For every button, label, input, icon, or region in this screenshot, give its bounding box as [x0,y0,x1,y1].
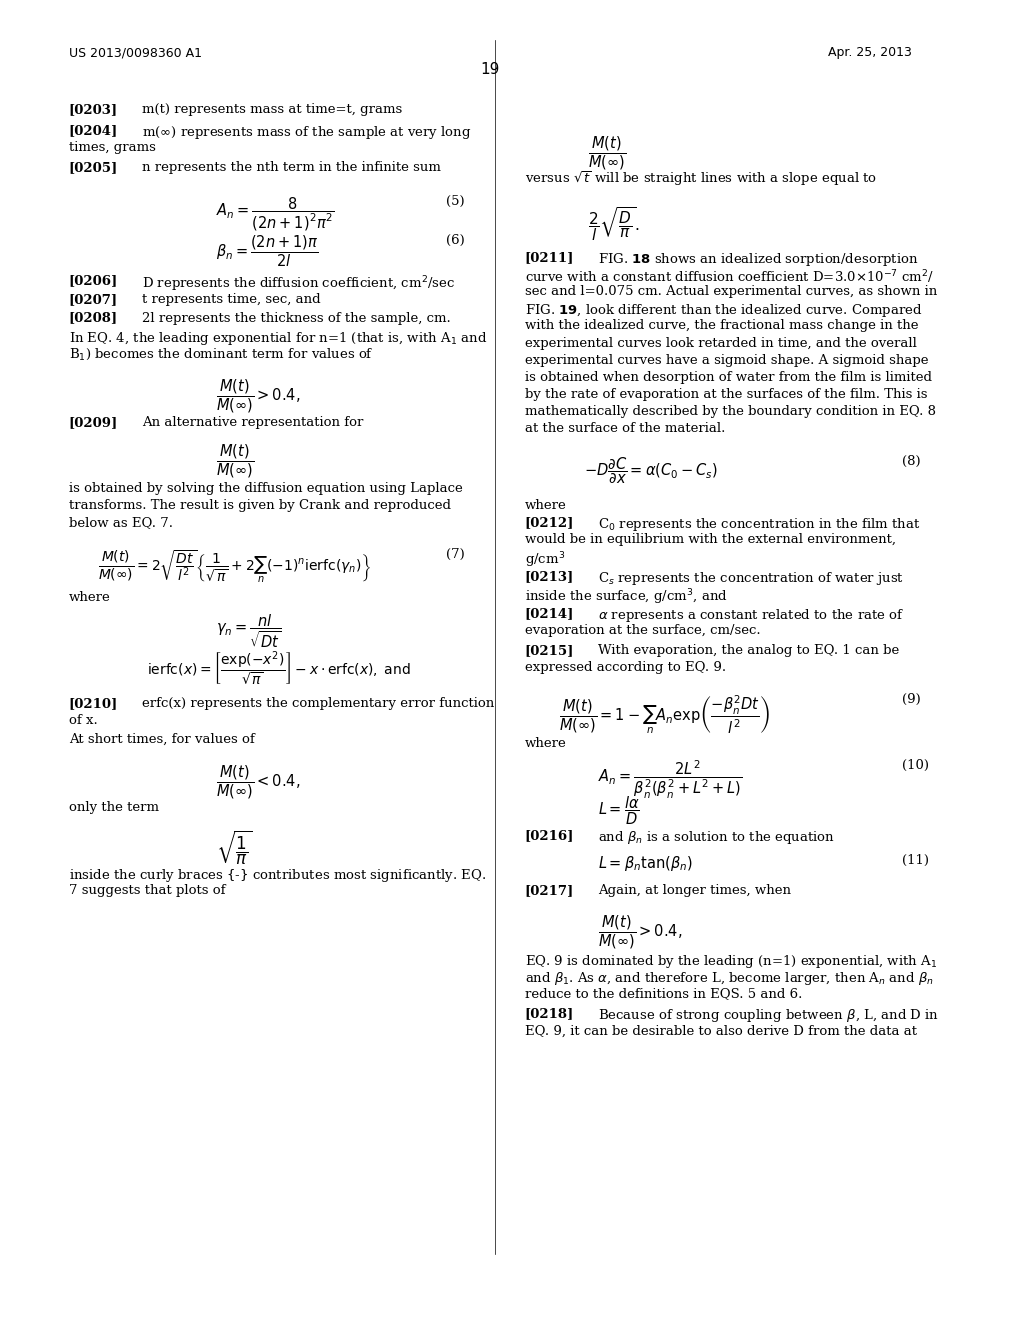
Text: [0217]: [0217] [524,884,574,898]
Text: 7 suggests that plots of: 7 suggests that plots of [69,884,225,898]
Text: $\dfrac{M(t)}{M(\infty)} = 2\sqrt{\dfrac{Dt}{l^2}}\left\{\dfrac{1}{\sqrt{\pi}} +: $\dfrac{M(t)}{M(\infty)} = 2\sqrt{\dfrac… [98,548,372,585]
Text: where: where [69,591,111,605]
Text: $\alpha$ represents a constant related to the rate of: $\alpha$ represents a constant related t… [598,607,904,624]
Text: with the idealized curve, the fractional mass change in the: with the idealized curve, the fractional… [524,319,919,333]
Text: [0211]: [0211] [524,251,574,264]
Text: is obtained by solving the diffusion equation using Laplace: is obtained by solving the diffusion equ… [69,482,463,495]
Text: [0204]: [0204] [69,124,118,137]
Text: experimental curves look retarded in time, and the overall: experimental curves look retarded in tim… [524,337,916,350]
Text: (7): (7) [446,548,465,561]
Text: versus $\sqrt{t}$ will be straight lines with a slope equal to: versus $\sqrt{t}$ will be straight lines… [524,169,877,187]
Text: $-D\dfrac{\partial C}{\partial x} = \alpha(C_0 - C_s)$: $-D\dfrac{\partial C}{\partial x} = \alp… [584,455,718,486]
Text: mathematically described by the boundary condition in EQ. 8: mathematically described by the boundary… [524,405,936,418]
Text: $\dfrac{M(t)}{M(\infty)}$: $\dfrac{M(t)}{M(\infty)}$ [216,442,254,479]
Text: inside the surface, g/cm$^3$, and: inside the surface, g/cm$^3$, and [524,587,727,607]
Text: $\dfrac{2}{l}\sqrt{\dfrac{D}{\pi}}.$: $\dfrac{2}{l}\sqrt{\dfrac{D}{\pi}}.$ [589,205,640,243]
Text: of x.: of x. [69,714,97,727]
Text: below as EQ. 7.: below as EQ. 7. [69,516,173,529]
Text: C$_0$ represents the concentration in the film that: C$_0$ represents the concentration in th… [598,516,921,533]
Text: C$_s$ represents the concentration of water just: C$_s$ represents the concentration of wa… [598,570,904,587]
Text: [0210]: [0210] [69,697,118,710]
Text: (11): (11) [902,854,930,867]
Text: [0214]: [0214] [524,607,574,620]
Text: $L=\beta_n\tan(\beta_n)$: $L=\beta_n\tan(\beta_n)$ [598,854,693,873]
Text: At short times, for values of: At short times, for values of [69,733,254,746]
Text: EQ. 9 is dominated by the leading (n=1) exponential, with A$_1$: EQ. 9 is dominated by the leading (n=1) … [524,953,937,970]
Text: (9): (9) [902,693,921,706]
Text: Because of strong coupling between $\beta$, L, and D in: Because of strong coupling between $\bet… [598,1007,939,1024]
Text: [0206]: [0206] [69,275,118,288]
Text: $A_n = \dfrac{8}{(2n+1)^2\pi^2}$: $A_n = \dfrac{8}{(2n+1)^2\pi^2}$ [216,195,334,232]
Text: $\dfrac{M(t)}{M(\infty)} > 0.4,$: $\dfrac{M(t)}{M(\infty)} > 0.4,$ [216,378,300,414]
Text: where: where [524,737,566,750]
Text: inside the curly braces $\{$-$\}$ contributes most significantly. EQ.: inside the curly braces $\{$-$\}$ contri… [69,867,485,884]
Text: $\dfrac{M(t)}{M(\infty)} > 0.4,$: $\dfrac{M(t)}{M(\infty)} > 0.4,$ [598,913,683,950]
Text: 19: 19 [480,62,500,77]
Text: (5): (5) [446,195,465,209]
Text: $\mathrm{ierfc}(x) = \left[\dfrac{\exp(-x^2)}{\sqrt{\pi}}\right] - x\cdot\mathrm: $\mathrm{ierfc}(x) = \left[\dfrac{\exp(-… [147,649,411,688]
Text: $A_n = \dfrac{2L^2}{\beta_n^2(\beta_n^2 + L^2 + L)}$: $A_n = \dfrac{2L^2}{\beta_n^2(\beta_n^2 … [598,759,742,801]
Text: (6): (6) [446,234,465,247]
Text: $\gamma_n = \dfrac{nl}{\sqrt{Dt}}$: $\gamma_n = \dfrac{nl}{\sqrt{Dt}}$ [216,612,281,649]
Text: FIG. $\mathbf{18}$ shows an idealized sorption/desorption: FIG. $\mathbf{18}$ shows an idealized so… [598,251,919,268]
Text: evaporation at the surface, cm/sec.: evaporation at the surface, cm/sec. [524,624,761,638]
Text: An alternative representation for: An alternative representation for [142,416,364,429]
Text: With evaporation, the analog to EQ. 1 can be: With evaporation, the analog to EQ. 1 ca… [598,644,899,657]
Text: $\dfrac{M(t)}{M(\infty)} = 1 - \sum_n A_n \exp\!\left(\dfrac{-\beta_n^2 Dt}{l^2}: $\dfrac{M(t)}{M(\infty)} = 1 - \sum_n A_… [559,693,770,737]
Text: $L = \dfrac{l\alpha}{D}$: $L = \dfrac{l\alpha}{D}$ [598,795,640,828]
Text: expressed according to EQ. 9.: expressed according to EQ. 9. [524,661,726,675]
Text: [0203]: [0203] [69,103,118,116]
Text: US 2013/0098360 A1: US 2013/0098360 A1 [69,46,202,59]
Text: where: where [524,499,566,512]
Text: [0218]: [0218] [524,1007,574,1020]
Text: transforms. The result is given by Crank and reproduced: transforms. The result is given by Crank… [69,499,451,512]
Text: [0205]: [0205] [69,161,118,174]
Text: reduce to the definitions in EQS. 5 and 6.: reduce to the definitions in EQS. 5 and … [524,987,802,1001]
Text: and $\beta_n$ is a solution to the equation: and $\beta_n$ is a solution to the equat… [598,829,836,846]
Text: by the rate of evaporation at the surfaces of the film. This is: by the rate of evaporation at the surfac… [524,388,927,401]
Text: is obtained when desorption of water from the film is limited: is obtained when desorption of water fro… [524,371,932,384]
Text: [0207]: [0207] [69,293,118,306]
Text: sec and l=0.075 cm. Actual experimental curves, as shown in: sec and l=0.075 cm. Actual experimental … [524,285,937,298]
Text: [0216]: [0216] [524,829,574,842]
Text: 2l represents the thickness of the sample, cm.: 2l represents the thickness of the sampl… [142,312,451,325]
Text: D represents the diffusion coefficient, cm$^2$/sec: D represents the diffusion coefficient, … [142,275,456,294]
Text: only the term: only the term [69,801,159,814]
Text: erfc(x) represents the complementary error function: erfc(x) represents the complementary err… [142,697,495,710]
Text: B$_1$) becomes the dominant term for values of: B$_1$) becomes the dominant term for val… [69,347,374,363]
Text: [0208]: [0208] [69,312,118,325]
Text: (8): (8) [902,455,921,469]
Text: g/cm$^3$: g/cm$^3$ [524,550,565,570]
Text: In EQ. 4, the leading exponential for n=1 (that is, with A$_1$ and: In EQ. 4, the leading exponential for n=… [69,330,486,347]
Text: m($\infty$) represents mass of the sample at very long: m($\infty$) represents mass of the sampl… [142,124,472,141]
Text: FIG. $\mathbf{19}$, look different than the idealized curve. Compared: FIG. $\mathbf{19}$, look different than … [524,302,923,319]
Text: [0215]: [0215] [524,644,574,657]
Text: at the surface of the material.: at the surface of the material. [524,422,725,436]
Text: and $\beta_1$. As $\alpha$, and therefore L, become larger, then A$_n$ and $\bet: and $\beta_1$. As $\alpha$, and therefor… [524,970,934,987]
Text: [0213]: [0213] [524,570,574,583]
Text: $\dfrac{M(t)}{M(\infty)} < 0.4,$: $\dfrac{M(t)}{M(\infty)} < 0.4,$ [216,763,300,800]
Text: Apr. 25, 2013: Apr. 25, 2013 [828,46,912,59]
Text: [0209]: [0209] [69,416,118,429]
Text: (10): (10) [902,759,930,772]
Text: EQ. 9, it can be desirable to also derive D from the data at: EQ. 9, it can be desirable to also deriv… [524,1024,916,1038]
Text: experimental curves have a sigmoid shape. A sigmoid shape: experimental curves have a sigmoid shape… [524,354,928,367]
Text: n represents the nth term in the infinite sum: n represents the nth term in the infinit… [142,161,441,174]
Text: Again, at longer times, when: Again, at longer times, when [598,884,792,898]
Text: $\sqrt{\dfrac{1}{\pi}}$: $\sqrt{\dfrac{1}{\pi}}$ [216,829,253,867]
Text: m(t) represents mass at time=t, grams: m(t) represents mass at time=t, grams [142,103,402,116]
Text: $\dfrac{M(t)}{M(\infty)}$: $\dfrac{M(t)}{M(\infty)}$ [589,135,627,172]
Text: curve with a constant diffusion coefficient D=3.0$\times$10$^{-7}$ cm$^2$/: curve with a constant diffusion coeffici… [524,268,934,285]
Text: times, grams: times, grams [69,141,156,154]
Text: [0212]: [0212] [524,516,574,529]
Text: would be in equilibrium with the external environment,: would be in equilibrium with the externa… [524,533,896,546]
Text: t represents time, sec, and: t represents time, sec, and [142,293,321,306]
Text: $\beta_n = \dfrac{(2n+1)\pi}{2l}$: $\beta_n = \dfrac{(2n+1)\pi}{2l}$ [216,234,318,269]
